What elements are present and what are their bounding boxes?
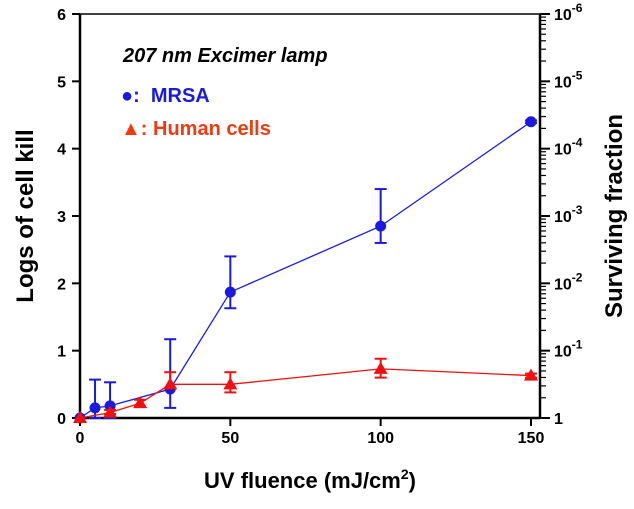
data-point [163, 377, 178, 390]
y2-tick-base: 10 [554, 142, 572, 159]
x-tick-label: 100 [367, 430, 394, 447]
x-tick-label: 50 [221, 430, 239, 447]
series-mrsa [74, 116, 537, 424]
legend-human-cells: ▲: Human cells [121, 118, 271, 140]
y2-tick-exp: -3 [572, 203, 583, 217]
y-tick-label: 6 [57, 7, 66, 24]
data-point [525, 116, 537, 128]
y-tick-label: 4 [57, 142, 66, 159]
y2-tick-label: 10-6 [554, 1, 583, 24]
data-point [73, 411, 87, 423]
y-tick-label: 3 [57, 209, 66, 226]
series-human-cells [73, 357, 538, 423]
y2-tick-label: 10-1 [554, 338, 583, 361]
y2-tick-label: 1 [554, 411, 563, 428]
y2-tick-label: 10-4 [554, 136, 583, 159]
x-axis-label-sup: 2 [401, 466, 409, 482]
y-tick-label: 2 [57, 276, 66, 293]
legend-mrsa: ●: MRSA [121, 85, 210, 107]
data-point [223, 377, 238, 390]
data-point [524, 368, 538, 381]
y2-tick-exp: -4 [572, 136, 583, 150]
chart-title: 207 nm Excimer lamp [122, 45, 328, 67]
marks [73, 116, 538, 424]
data-point [224, 286, 236, 298]
y2-tick-base: 10 [554, 7, 572, 24]
axes: 0 50 100 1500123456110-110-210-310-410-510-… [57, 1, 583, 447]
y2-tick-label: 10-2 [554, 270, 583, 293]
x-tick-label: 0 [76, 430, 85, 447]
data-point [133, 396, 148, 409]
data-point [375, 220, 387, 232]
y2-tick-label: 10-3 [554, 203, 583, 226]
y2-axis-label: Surviving fraction [601, 114, 628, 318]
y2-tick-exp: -2 [572, 270, 583, 284]
x-tick-label: 150 [518, 430, 545, 447]
y2-tick-base: 10 [554, 276, 572, 293]
y2-tick-base: 10 [554, 74, 572, 91]
y2-tick-exp: -5 [572, 68, 583, 82]
y2-tick-base: 1 [554, 411, 563, 428]
x-axis-label-end: ) [409, 468, 416, 493]
y-tick-label: 5 [57, 74, 66, 91]
y-tick-label: 0 [57, 411, 66, 428]
series-line [79, 121, 532, 419]
x-axis-label-main: UV fluence (mJ/cm [204, 468, 401, 493]
y-axis-label: Logs of cell kill [12, 129, 39, 302]
series-line [79, 368, 532, 419]
y2-tick-exp: -1 [572, 338, 583, 352]
data-point [103, 405, 118, 418]
y2-tick-exp: -6 [572, 1, 583, 15]
data-point [373, 361, 388, 374]
data-point [89, 402, 101, 414]
y-tick-label: 1 [57, 344, 66, 361]
y2-tick-label: 10-5 [554, 68, 583, 91]
y2-tick-base: 10 [554, 344, 572, 361]
y2-tick-base: 10 [554, 209, 572, 226]
x-axis-label: UV fluence (mJ/cm2) [204, 466, 416, 493]
